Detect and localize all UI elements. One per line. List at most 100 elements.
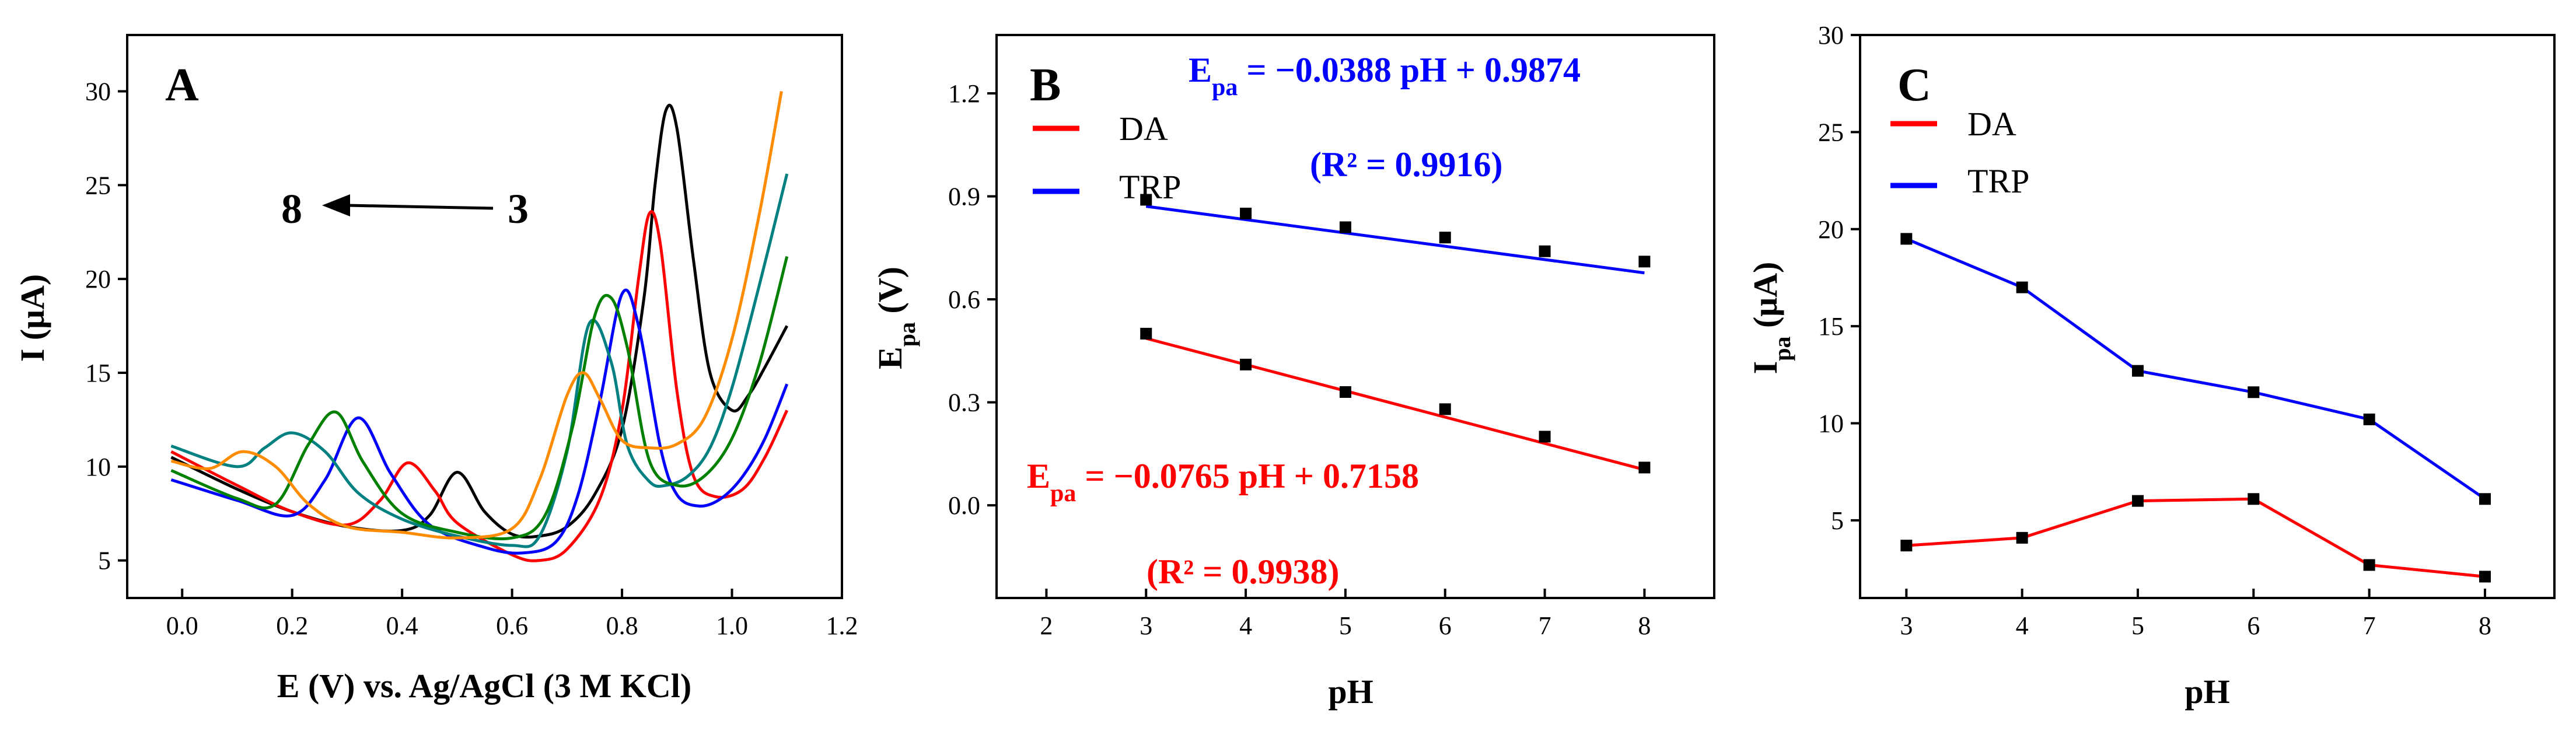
x-tick-label: 0.8 (606, 611, 638, 640)
panel-a-ylabel: I (μA) (13, 274, 51, 362)
data-point-da (2479, 571, 2491, 583)
voltammogram-ph-8 (170, 91, 783, 540)
legend-label-da: DA (1967, 105, 2016, 143)
series-line-da (1906, 497, 2486, 578)
data-point-trp (2479, 493, 2491, 505)
x-tick-label: 3 (1140, 611, 1152, 640)
y-tick-label: 1.2 (948, 79, 980, 108)
y-tick-label: 0.6 (948, 285, 980, 314)
panel-b-label: B (1030, 60, 1061, 111)
y-tick-label: 30 (85, 78, 111, 106)
y-tick-label: 15 (1818, 312, 1844, 341)
data-point-da (1539, 431, 1551, 443)
data-point-trp (1900, 233, 1913, 245)
panel-c-xlabel: pH (2184, 673, 2229, 711)
panel-c: 3 4 5 6 7 8 5 10 15 20 25 30 C DA TRP pH Ipa (μA) (1746, 21, 2556, 711)
data-point-trp (1140, 194, 1152, 206)
x-tick-label: 8 (1638, 611, 1651, 640)
data-point-trp (1339, 221, 1351, 233)
trp-fit-equation: Epa = −0.0388 pH + 0.9874 (1189, 51, 1581, 101)
voltammogram-ph-7 (170, 256, 789, 541)
y-tick-label: 0.9 (948, 183, 980, 211)
voltammogram-ph-5 (170, 288, 789, 555)
panel-a-xlabel: E (V) vs. Ag/AgCl (3 M KCl) (277, 667, 691, 705)
data-point-trp (2248, 386, 2260, 398)
y-tick-label: 25 (85, 171, 111, 200)
panel-a: 0.0 0.2 0.4 0.6 0.8 1.0 1.2 5 10 15 20 25 30 A 8 3 E… (13, 34, 858, 705)
legend-label-trp: TRP (1119, 168, 1181, 206)
x-tick-label: 6 (1439, 611, 1452, 640)
data-point-da (2363, 559, 2375, 571)
x-tick-label: 1.0 (716, 611, 748, 640)
data-point-trp (1638, 256, 1651, 268)
panel-b-series (1140, 194, 1651, 474)
x-tick-label: 7 (1539, 611, 1551, 640)
panel-b: 2 3 4 5 6 7 8 0.0 0.3 0.6 0.9 1.2 B DA TRP Epa = −0… (871, 34, 1715, 711)
fit-line-trp (1145, 205, 1645, 275)
voltammogram-ph-4 (170, 210, 789, 562)
series-line-trp (1906, 237, 2486, 501)
panel-a-label: A (165, 60, 199, 111)
x-tick-label: 5 (2131, 611, 2144, 640)
panel-c-frame (1859, 34, 2556, 599)
y-tick-label: 5 (1831, 506, 1844, 535)
x-tick-label: 3 (1900, 611, 1913, 640)
x-tick-label: 8 (2479, 611, 2491, 640)
data-point-trp (1539, 245, 1551, 257)
data-point-trp (2016, 281, 2028, 293)
x-tick-label: 0.2 (276, 611, 308, 640)
panel-a-ticks: 0.0 0.2 0.4 0.6 0.8 1.0 1.2 5 10 15 20 25 30 (85, 78, 858, 641)
panel-a-series (170, 91, 789, 562)
data-point-trp (1240, 207, 1252, 219)
panel-a-frame (126, 34, 843, 599)
x-tick-label: 4 (1239, 611, 1252, 640)
x-tick-label: 0.0 (166, 611, 198, 640)
y-tick-label: 5 (98, 547, 111, 575)
x-tick-label: 5 (1339, 611, 1352, 640)
x-tick-label: 2 (1040, 611, 1053, 640)
shift-arrow (322, 194, 494, 216)
data-point-da (1140, 327, 1152, 340)
panel-c-ylabel: Ipa (μA) (1746, 262, 1795, 375)
panel-c-series (1900, 233, 2491, 583)
y-tick-label: 15 (85, 359, 111, 387)
panel-c-legend: DA TRP (1890, 105, 2029, 200)
y-tick-label: 0.0 (948, 491, 980, 520)
data-point-trp (2363, 413, 2375, 425)
arrow-label-end: 8 (281, 186, 302, 232)
panel-b-frame (995, 34, 1715, 599)
legend-label-da: DA (1119, 110, 1168, 148)
y-tick-label: 25 (1818, 118, 1844, 146)
data-point-da (2248, 493, 2260, 505)
x-tick-label: 0.4 (386, 611, 418, 640)
data-point-da (1339, 386, 1351, 398)
legend-label-trp: TRP (1967, 162, 2029, 200)
data-point-da (2016, 531, 2028, 544)
panel-b-ylabel: Epa (V) (871, 267, 920, 369)
panel-c-label: C (1897, 60, 1931, 111)
da-fit-equation: Epa = −0.0765 pH + 0.7158 (1027, 457, 1419, 507)
data-point-trp (2132, 365, 2144, 377)
voltammogram-ph-3 (170, 103, 788, 539)
fit-line-da (1145, 337, 1645, 471)
y-tick-label: 0.3 (948, 389, 980, 417)
x-tick-label: 6 (2247, 611, 2260, 640)
y-tick-label: 20 (85, 265, 111, 293)
x-tick-label: 7 (2363, 611, 2376, 640)
data-point-da (2132, 495, 2144, 507)
y-tick-label: 10 (1818, 410, 1844, 438)
panel-b-legend: DA TRP (1033, 110, 1181, 206)
x-tick-label: 0.6 (496, 611, 528, 640)
da-fit-r2: (R² = 0.9938) (1147, 552, 1339, 591)
data-point-trp (1439, 232, 1451, 244)
y-tick-label: 10 (85, 453, 111, 481)
panel-b-ticks: 2 3 4 5 6 7 8 0.0 0.3 0.6 0.9 1.2 (948, 79, 1651, 640)
y-tick-label: 30 (1818, 21, 1844, 50)
panel-c-ticks: 3 4 5 6 7 8 5 10 15 20 25 30 (1818, 21, 2491, 640)
data-point-da (1638, 461, 1651, 474)
data-point-da (1240, 358, 1252, 370)
data-point-da (1439, 403, 1451, 415)
data-point-da (1900, 540, 1913, 552)
panel-b-xlabel: pH (1328, 673, 1373, 711)
